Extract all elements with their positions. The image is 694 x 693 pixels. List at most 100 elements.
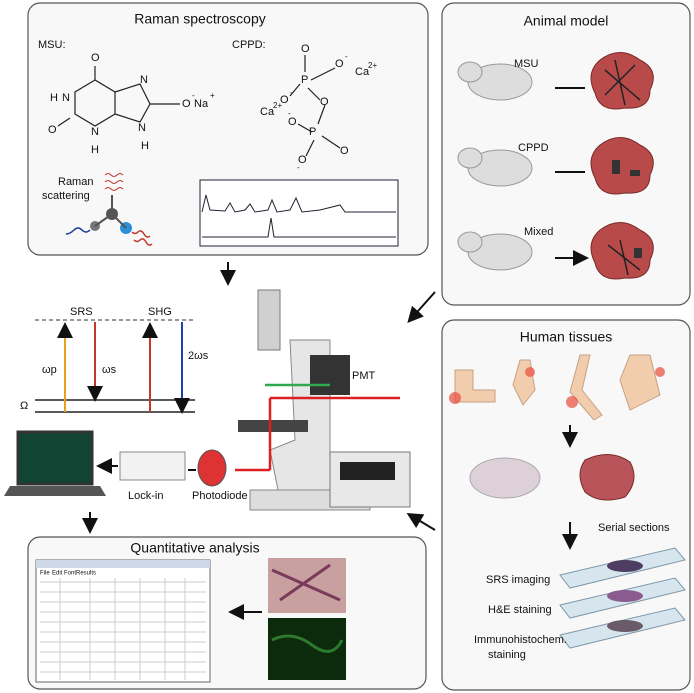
setup-rect	[119, 451, 186, 481]
animal-panel-g	[457, 61, 533, 271]
label: N	[138, 122, 146, 134]
label: ωs	[102, 364, 117, 376]
label: O	[340, 145, 349, 157]
label: N	[62, 92, 70, 104]
label: SRS imaging	[486, 574, 550, 586]
label: -	[290, 88, 293, 97]
setup: SRS SHG ωp ωs 2ωs Ω PMT Lock-in Photodio…	[4, 262, 436, 534]
label: +	[210, 91, 215, 100]
setup-rect	[238, 420, 308, 432]
label: Raman	[58, 176, 93, 188]
human-panel-circle	[525, 367, 535, 377]
human-panel-g-path	[569, 354, 603, 421]
label: 2+	[368, 61, 377, 70]
setup-path	[35, 399, 195, 413]
animal-panel-rect	[634, 248, 642, 258]
human-panel: Human tissues Serial sections SRS imagin…	[441, 319, 691, 691]
label: O	[280, 94, 289, 106]
label: ωp	[42, 364, 57, 376]
label: CPPD	[518, 142, 549, 154]
animal-panel-g-path	[590, 52, 654, 110]
label: H	[141, 140, 149, 152]
label: H&E staining	[488, 604, 552, 616]
label: Photodiode	[192, 490, 248, 502]
animal-panel-path	[555, 87, 585, 258]
animal-panel-path	[607, 239, 641, 276]
setup-ellipse	[197, 449, 227, 487]
raman-panel-path	[131, 230, 153, 246]
label: Edit	[52, 571, 63, 577]
label: Results	[76, 571, 96, 577]
human-panel-ellipse	[469, 457, 541, 499]
label: 2+	[273, 101, 282, 110]
animal-panel: Animal model MSU CPPD Mixed	[441, 2, 691, 306]
label: Serial sections	[598, 522, 670, 534]
human-panel-g	[454, 354, 661, 421]
quant-panel-path	[271, 563, 341, 602]
setup-rect	[16, 430, 94, 486]
label: staining	[488, 649, 526, 661]
label: O	[288, 116, 297, 128]
label: -	[288, 109, 291, 118]
label: MSU:	[38, 39, 66, 51]
label: -	[297, 163, 300, 172]
human-panel-path	[579, 454, 635, 501]
setup-path	[100, 466, 196, 470]
label: -	[345, 52, 348, 61]
label: CPPD:	[232, 39, 266, 51]
label: H	[50, 92, 58, 104]
label: Lock-in	[128, 490, 163, 502]
label: Animal model	[524, 13, 609, 29]
label: Ω	[20, 400, 28, 412]
human-panel-circle	[655, 367, 665, 377]
raman-panel-path	[289, 55, 341, 157]
animal-panel-rect	[630, 170, 640, 176]
quant-panel-rect	[36, 560, 210, 568]
label: Raman spectroscopy	[134, 11, 266, 27]
label: P	[309, 126, 316, 138]
quant-panel-path	[271, 634, 344, 653]
human-panel-ellipse	[607, 620, 643, 632]
label: N	[91, 126, 99, 138]
label: Ca	[355, 66, 370, 78]
label: O	[320, 96, 329, 108]
setup-rect	[340, 462, 395, 480]
label: Human tissues	[520, 329, 613, 345]
raman-panel-path	[201, 194, 396, 213]
label: O	[48, 124, 57, 136]
raman-panel-path	[104, 173, 124, 191]
raman-panel-rect	[199, 179, 399, 247]
setup-path	[406, 512, 436, 531]
quant-panel-g-path	[40, 578, 206, 680]
label: P	[301, 74, 308, 86]
label: O	[335, 58, 344, 70]
label: Quantitative analysis	[130, 540, 259, 556]
label: scattering	[42, 190, 90, 202]
label: Ca	[260, 106, 275, 118]
raman-panel-path	[65, 227, 91, 235]
label: O	[91, 52, 100, 64]
label: Immunohistochem.	[474, 634, 567, 646]
animal-panel-rect	[612, 160, 620, 174]
quant-panel-g	[40, 578, 206, 680]
animal-panel-path	[604, 59, 641, 106]
setup-rect	[257, 289, 281, 351]
animal-panel-g-ellipse	[457, 147, 483, 169]
label: O	[182, 98, 191, 110]
animal-panel-g	[590, 52, 654, 280]
setup-path	[4, 486, 106, 496]
label: SHG	[148, 306, 172, 318]
human-panel-circle	[566, 396, 578, 408]
label: File	[40, 571, 50, 577]
label: O	[298, 154, 307, 166]
animal-panel-g-ellipse	[457, 61, 483, 83]
raman-panel: Raman spectroscopy MSU: O H N O N H N N …	[27, 2, 429, 256]
human-panel-g-path	[619, 354, 661, 411]
label: Mixed	[524, 226, 553, 238]
setup-path	[407, 291, 436, 323]
human-panel-ellipse	[607, 560, 643, 572]
animal-panel-g-path	[590, 137, 654, 195]
raman-panel-path	[202, 217, 396, 238]
label: -	[192, 91, 195, 100]
